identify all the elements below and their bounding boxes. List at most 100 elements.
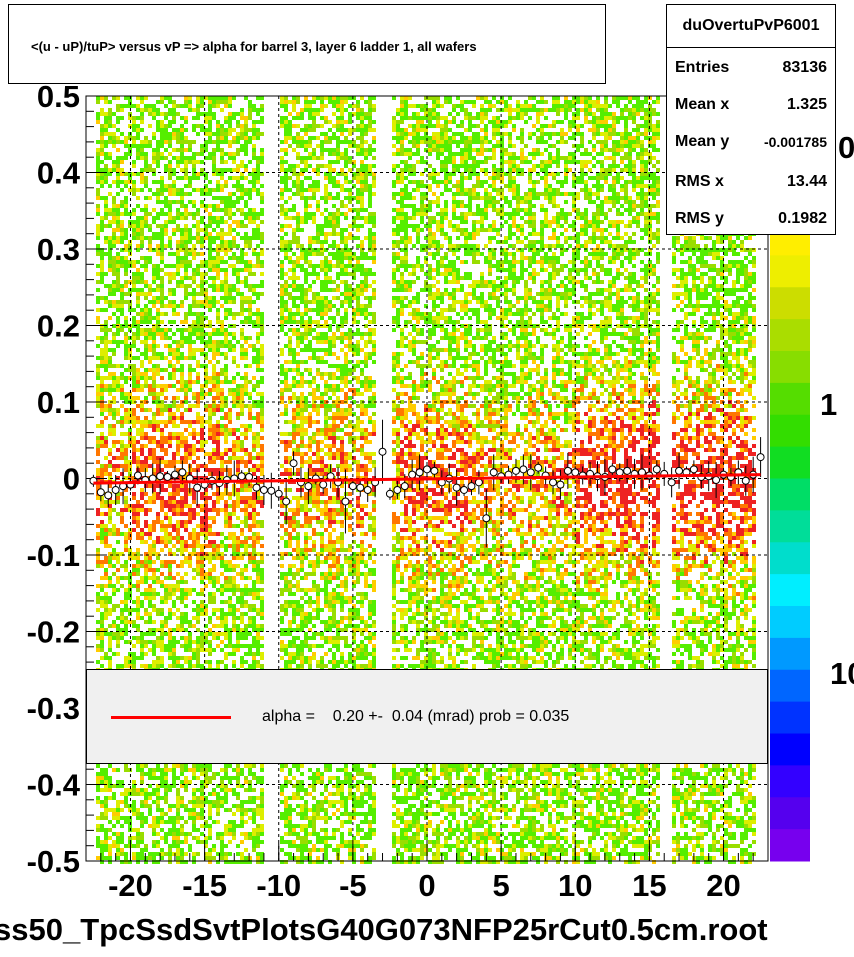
- heatmap-cell: [328, 152, 332, 156]
- heatmap-cell: [280, 240, 284, 244]
- heatmap-cell: [572, 300, 576, 304]
- heatmap-cell: [128, 104, 132, 108]
- heatmap-cell: [528, 160, 532, 164]
- heatmap-cell: [288, 168, 292, 172]
- heatmap-cell: [436, 212, 440, 216]
- heatmap-cell: [396, 136, 400, 140]
- heatmap-cell: [256, 232, 260, 236]
- heatmap-cell: [112, 212, 116, 216]
- heatmap-cell: [320, 144, 324, 148]
- heatmap-cell: [548, 236, 552, 240]
- heatmap-cell: [144, 180, 148, 184]
- heatmap-cell: [728, 240, 732, 244]
- heatmap-cell: [120, 260, 124, 264]
- heatmap-cell: [628, 112, 632, 116]
- heatmap-cell: [412, 228, 416, 232]
- heatmap-cell: [136, 268, 140, 272]
- heatmap-cell: [500, 164, 504, 168]
- heatmap-cell: [112, 204, 116, 208]
- heatmap-cell: [528, 204, 532, 208]
- heatmap-cell: [528, 212, 532, 216]
- heatmap-cell: [400, 176, 404, 180]
- heatmap-cell: [372, 248, 376, 252]
- heatmap-cell: [304, 296, 308, 300]
- heatmap-cell: [224, 204, 228, 208]
- heatmap-cell: [96, 300, 100, 304]
- heatmap-cell: [200, 264, 204, 268]
- heatmap-cell: [648, 264, 652, 268]
- heatmap-cell: [244, 300, 248, 304]
- heatmap-cell: [212, 300, 216, 304]
- heatmap-cell: [532, 204, 536, 208]
- heatmap-cell: [440, 148, 444, 152]
- heatmap-cell: [220, 236, 224, 240]
- heatmap-cell: [624, 156, 628, 160]
- heatmap-cell: [100, 256, 104, 260]
- heatmap-cell: [520, 116, 524, 120]
- heatmap-cell: [448, 240, 452, 244]
- heatmap-cell: [180, 124, 184, 128]
- heatmap-cell: [428, 176, 432, 180]
- heatmap-cell: [652, 196, 656, 200]
- heatmap-cell: [200, 304, 204, 308]
- heatmap-cell: [408, 104, 412, 108]
- heatmap-cell: [616, 248, 620, 252]
- heatmap-cell: [596, 292, 600, 296]
- heatmap-cell: [112, 268, 116, 272]
- heatmap-cell: [588, 240, 592, 244]
- heatmap-cell: [556, 152, 560, 156]
- heatmap-cell: [420, 120, 424, 124]
- heatmap-cell: [604, 288, 608, 292]
- heatmap-cell: [552, 96, 556, 100]
- heatmap-cell: [360, 224, 364, 228]
- heatmap-cell: [740, 248, 744, 252]
- heatmap-cell: [464, 156, 468, 160]
- heatmap-cell: [280, 236, 284, 240]
- heatmap-cell: [724, 268, 728, 272]
- heatmap-cell: [252, 236, 256, 240]
- heatmap-cell: [492, 204, 496, 208]
- heatmap-cell: [152, 268, 156, 272]
- heatmap-cell: [468, 164, 472, 168]
- heatmap-cell: [224, 240, 228, 244]
- heatmap-cell: [584, 172, 588, 176]
- heatmap-cell: [432, 300, 436, 304]
- heatmap-cell: [508, 216, 512, 220]
- heatmap-cell: [508, 268, 512, 272]
- heatmap-cell: [120, 300, 124, 304]
- heatmap-cell: [624, 184, 628, 188]
- heatmap-cell: [480, 120, 484, 124]
- heatmap-cell: [508, 200, 512, 204]
- heatmap-cell: [356, 224, 360, 228]
- heatmap-cell: [496, 260, 500, 264]
- heatmap-cell: [420, 184, 424, 188]
- heatmap-cell: [508, 172, 512, 176]
- heatmap-cell: [396, 180, 400, 184]
- heatmap-cell: [216, 96, 220, 100]
- heatmap-cell: [300, 172, 304, 176]
- heatmap-cell: [592, 248, 596, 252]
- heatmap-cell: [292, 252, 296, 256]
- heatmap-cell: [312, 192, 316, 196]
- heatmap-cell: [728, 244, 732, 248]
- heatmap-cell: [480, 216, 484, 220]
- heatmap-cell: [656, 204, 660, 208]
- heatmap-cell: [356, 264, 360, 268]
- heatmap-cell: [496, 232, 500, 236]
- heatmap-cell: [188, 260, 192, 264]
- heatmap-cell: [392, 252, 396, 256]
- heatmap-cell: [596, 104, 600, 108]
- heatmap-cell: [624, 192, 628, 196]
- heatmap-cell: [216, 276, 220, 280]
- heatmap-cell: [464, 276, 468, 280]
- heatmap-cell: [168, 220, 172, 224]
- heatmap-cell: [572, 172, 576, 176]
- heatmap-cell: [436, 288, 440, 292]
- heatmap-cell: [148, 104, 152, 108]
- heatmap-cell: [140, 140, 144, 144]
- heatmap-cell: [532, 108, 536, 112]
- heatmap-cell: [320, 232, 324, 236]
- heatmap-cell: [640, 140, 644, 144]
- heatmap-cell: [740, 288, 744, 292]
- heatmap-cell: [144, 104, 148, 108]
